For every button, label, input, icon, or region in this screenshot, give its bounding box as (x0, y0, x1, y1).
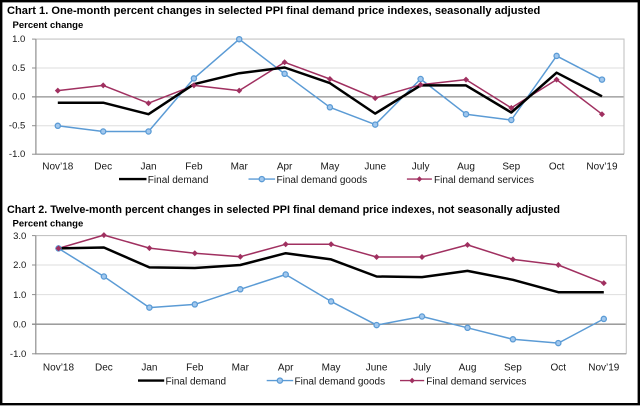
svg-text:Jan: Jan (141, 362, 157, 373)
svg-text:Final demand services: Final demand services (426, 376, 526, 387)
svg-text:Nov’18: Nov’18 (43, 362, 75, 373)
svg-text:2.0: 2.0 (13, 260, 26, 271)
svg-text:Apr: Apr (278, 362, 294, 373)
svg-text:Nov’19: Nov’19 (588, 362, 620, 373)
svg-text:Dec: Dec (95, 362, 113, 373)
svg-text:Feb: Feb (185, 162, 203, 173)
svg-text:July: July (413, 362, 431, 373)
svg-text:Percent change: Percent change (13, 20, 84, 31)
svg-text:0.5: 0.5 (12, 63, 25, 74)
svg-text:May: May (320, 162, 339, 173)
svg-text:Percent change: Percent change (13, 218, 84, 229)
svg-text:June: June (364, 162, 386, 173)
svg-text:-1.0: -1.0 (9, 149, 25, 160)
svg-text:-0.5: -0.5 (9, 121, 25, 132)
svg-text:Oct: Oct (551, 362, 567, 373)
svg-text:Dec: Dec (94, 162, 112, 173)
svg-text:June: June (366, 362, 388, 373)
svg-text:Sep: Sep (504, 362, 522, 373)
svg-text:Nov’19: Nov’19 (586, 162, 618, 173)
svg-text:Mar: Mar (232, 362, 250, 373)
svg-text:Jan: Jan (140, 162, 156, 173)
svg-text:Oct: Oct (549, 162, 565, 173)
svg-text:Final demand services: Final demand services (434, 175, 534, 186)
svg-text:1.0: 1.0 (13, 290, 26, 301)
svg-text:Final demand: Final demand (148, 175, 209, 186)
svg-text:Nov’18: Nov’18 (42, 162, 74, 173)
svg-text:-1.0: -1.0 (10, 349, 26, 360)
svg-text:1.0: 1.0 (12, 34, 25, 45)
svg-text:Apr: Apr (277, 162, 293, 173)
svg-text:July: July (412, 162, 430, 173)
svg-text:Sep: Sep (502, 162, 520, 173)
svg-text:3.0: 3.0 (13, 231, 26, 242)
svg-text:Aug: Aug (459, 362, 477, 373)
svg-text:Aug: Aug (457, 162, 475, 173)
svg-text:Feb: Feb (186, 362, 204, 373)
svg-text:Chart 1. One-month percent cha: Chart 1. One-month percent changes in se… (7, 5, 540, 17)
svg-text:Final demand goods: Final demand goods (277, 175, 368, 186)
svg-text:0.0: 0.0 (13, 319, 26, 330)
svg-text:May: May (322, 362, 341, 373)
svg-text:0.0: 0.0 (12, 92, 25, 103)
svg-text:Final demand goods: Final demand goods (295, 376, 386, 387)
svg-text:Final demand: Final demand (166, 376, 227, 387)
svg-text:Chart 2. Twelve-month percent: Chart 2. Twelve-month percent changes in… (7, 204, 560, 216)
svg-text:Mar: Mar (231, 162, 249, 173)
